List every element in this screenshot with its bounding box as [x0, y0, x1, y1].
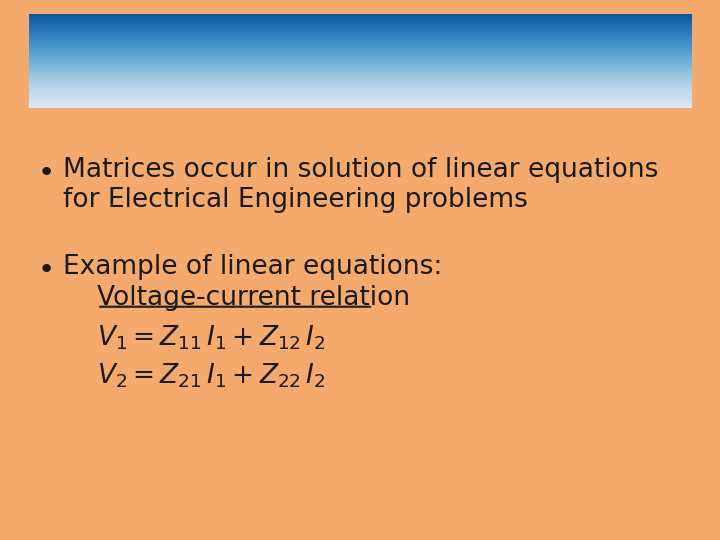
Text: •: • [37, 256, 55, 284]
Text: •: • [37, 159, 55, 187]
Text: Example of linear equations:: Example of linear equations: [63, 254, 442, 280]
Text: $V_2 = Z_{21}\,I_1 + Z_{22}\,I_2$: $V_2 = Z_{21}\,I_1 + Z_{22}\,I_2$ [97, 361, 325, 389]
Text: Matrices occur in solution of linear equations: Matrices occur in solution of linear equ… [63, 157, 658, 183]
Text: for Electrical Engineering problems: for Electrical Engineering problems [63, 187, 528, 213]
Text: Voltage-current relation: Voltage-current relation [97, 285, 410, 311]
Text: Application of Matrices: Application of Matrices [59, 46, 568, 89]
Text: $V_1 = Z_{11}\,I_1 + Z_{12}\,I_2$: $V_1 = Z_{11}\,I_1 + Z_{12}\,I_2$ [97, 323, 325, 352]
